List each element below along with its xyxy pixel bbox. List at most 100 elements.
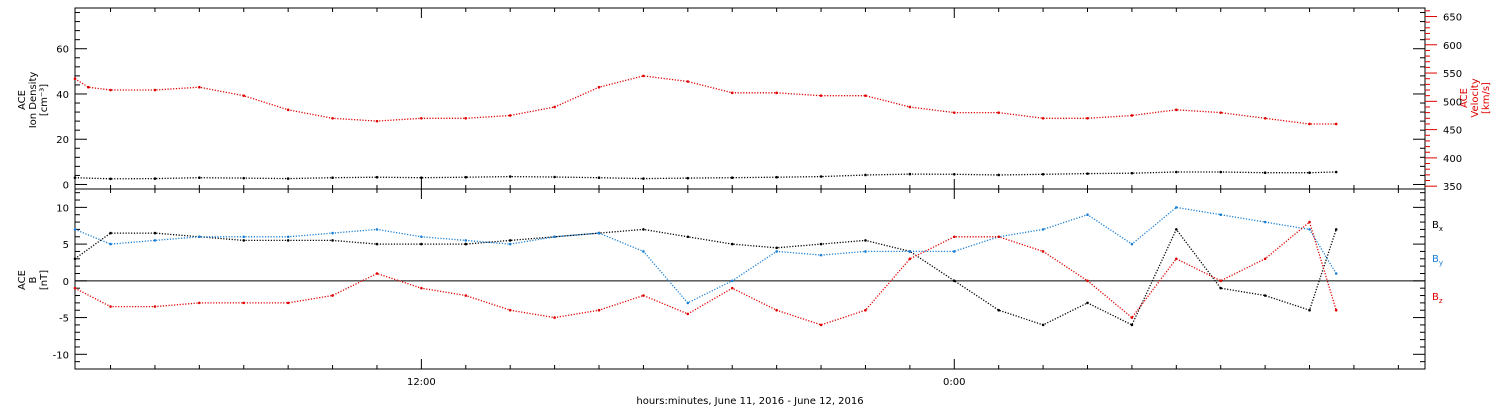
density-series-point [1219,170,1223,174]
axis-label-line: Velocity [1470,78,1481,117]
y-right-tick-label: 650 [1443,12,1462,23]
field-bz-series-point [775,308,778,312]
field-by-series-point [597,231,601,235]
field-bz-series-point [952,235,956,239]
field-bx-series-point [331,239,334,242]
density-series-point [553,175,556,179]
field-bx-series-point [1334,228,1338,231]
axis-label-text: ACEB[nT] [17,270,50,290]
field-bx-series-point [286,239,290,242]
density-series-point [331,176,334,179]
legend-bx-main: B [1432,220,1439,231]
y-right-tick-label: 450 [1443,126,1462,137]
field-by-series-point [1130,242,1134,246]
field-bx-series-point [642,228,645,231]
axis-label-line: Ion Density [28,72,39,129]
field-bx-series-point [1041,323,1045,327]
field-by-series-point [1263,220,1267,224]
velocity-series-point [198,85,201,89]
field-by-series-point [642,250,645,253]
field-bz-series-point [686,312,690,316]
y-right-tick-label: 350 [1443,182,1462,193]
field-bx-series-point [153,231,157,235]
field-by-series-point [864,250,867,253]
velocity-series-point [1219,111,1223,114]
velocity-series-point [242,94,246,97]
field-by-series-point [198,235,201,239]
velocity-series-point [73,77,77,81]
field-by-series-point [331,231,334,235]
legend-bx-sub: x [1439,225,1443,233]
field-bz-series-point [508,308,512,312]
y-tick-label: 10 [56,203,69,214]
y-right-tick-label: 500 [1443,97,1462,108]
velocity-series-point [464,116,468,120]
field-bx-series-point [1219,286,1223,290]
legend-bx: Bx [1432,220,1443,233]
density-series-point [952,172,956,176]
field-bz-series-point [1041,250,1045,253]
field-bz-series-point [553,316,556,319]
y-right-tick-label: 600 [1443,41,1462,52]
y-tick-label: 5 [63,240,69,251]
top-right-axis-label: ACEVelocity[km/s] [1459,78,1492,117]
velocity-series-point [508,114,512,117]
density-series-point [508,175,512,178]
field-bx-series-point [1130,323,1134,327]
field-by-series-point [908,250,912,253]
field-bz-series-point [109,305,112,308]
field-bx-series-point [1086,301,1089,305]
velocity-series-point [1086,116,1089,120]
field-bz-series-point [1308,220,1311,224]
legend-by-main: B [1432,254,1439,265]
velocity-series-point [109,88,112,92]
density-series-point [1263,171,1267,175]
x-tick-label: 12:00 [407,377,436,388]
density-series-point [153,177,157,180]
density-series-point [1130,171,1134,175]
field-by-series-point [73,228,77,231]
density-series-point [1086,172,1089,175]
density-series-point [375,175,379,179]
density-series-point [198,176,201,179]
field-by-series-point [775,250,778,253]
data-marks [73,74,1338,327]
y-tick-label: 60 [56,45,69,56]
field-bz-series-point [73,286,77,290]
field-bz-series-point [286,301,290,305]
density-series-point [464,175,468,179]
y-tick-label: 0 [63,277,69,288]
y-right-tick-label: 550 [1443,69,1462,80]
field-by-series-point [153,239,157,242]
axis-label-line: [cm⁻³] [39,84,50,116]
y-tick-label: -5 [59,314,69,325]
velocity-series-point [597,85,601,89]
x-tick-label: 0:00 [943,377,965,388]
density-series-point [597,176,601,179]
field-by-series-point [1175,206,1178,209]
y-tick-label: -10 [53,350,69,361]
legend-bz-main: B [1432,292,1439,303]
y-right-tick-label: 400 [1443,154,1462,165]
velocity-series-point [1130,114,1134,117]
density-series-point [73,176,77,179]
field-bx-series-point [73,257,77,261]
field-bx-series-point [1263,294,1267,297]
bottom-panel-frame [74,188,1426,370]
field-bx-series-point [686,235,690,239]
density-series-point [819,175,823,178]
field-by-series-point [375,228,379,231]
field-bx-series-point [864,239,867,242]
velocity-series-point [553,105,556,109]
field-bz-series-line [74,220,1337,326]
field-bz-series-point [242,301,246,305]
density-series-point [1175,170,1178,174]
density-series-point [242,176,246,180]
density-series-point [730,176,734,179]
field-bz-series-point [1175,257,1178,261]
field-by-series-point [952,250,956,253]
field-bz-series-point [597,308,601,312]
density-series-point [775,175,778,179]
field-bz-series-point [375,272,379,275]
